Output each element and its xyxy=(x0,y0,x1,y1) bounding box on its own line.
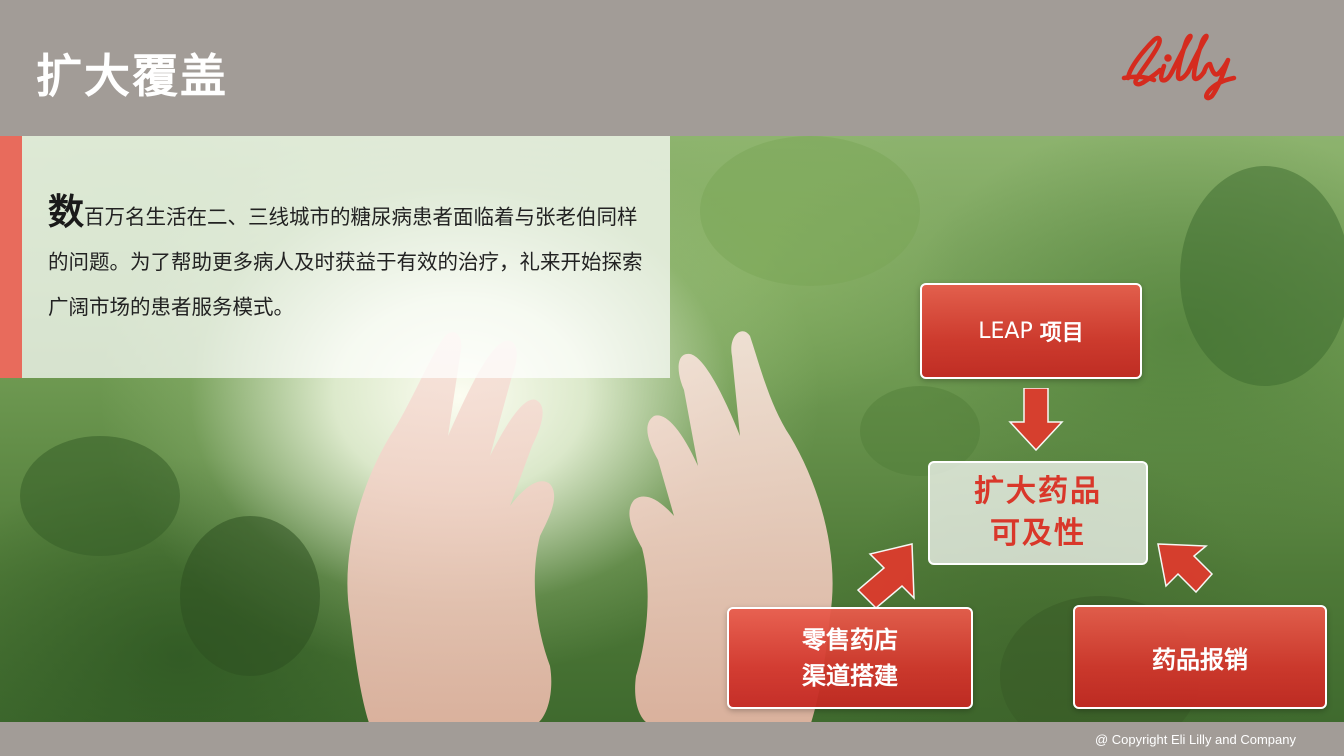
dropcap: 数 xyxy=(48,192,84,233)
drug-access-box: 扩大药品 可及性 xyxy=(928,461,1148,565)
foliage-blob xyxy=(700,136,920,286)
page-title: 扩大覆盖 xyxy=(36,40,228,106)
leap-suffix: 项目 xyxy=(1040,315,1084,347)
leap-program-box: LEAP 项目 xyxy=(920,283,1142,379)
arrow-up-left-icon xyxy=(1152,540,1216,596)
foliage-blob xyxy=(1180,166,1344,386)
arrow-up-right-icon xyxy=(852,540,922,610)
center-line2: 可及性 xyxy=(974,513,1102,555)
retail-line2: 渠道搭建 xyxy=(802,658,898,694)
accent-bar xyxy=(0,136,22,378)
lilly-logo xyxy=(1120,26,1260,106)
retail-line1: 零售药店 xyxy=(802,622,898,658)
center-line1: 扩大药品 xyxy=(974,471,1102,513)
foliage-blob xyxy=(20,436,180,556)
intro-paragraph: 数百万名生活在二、三线城市的糖尿病患者面临着与张老伯同样的问题。为了帮助更多病人… xyxy=(48,190,648,330)
retail-pharmacy-box: 零售药店 渠道搭建 xyxy=(727,607,973,709)
reimbursement-label: 药品报销 xyxy=(1152,640,1248,675)
intro-text: 百万名生活在二、三线城市的糖尿病患者面临着与张老伯同样的问题。为了帮助更多病人及… xyxy=(48,205,643,319)
arrow-down-icon xyxy=(1008,388,1064,452)
copyright-text: @ Copyright Eli Lilly and Company xyxy=(1095,732,1296,747)
foliage-blob xyxy=(180,516,320,676)
leap-prefix: LEAP xyxy=(978,319,1032,344)
reimbursement-box: 药品报销 xyxy=(1073,605,1327,709)
